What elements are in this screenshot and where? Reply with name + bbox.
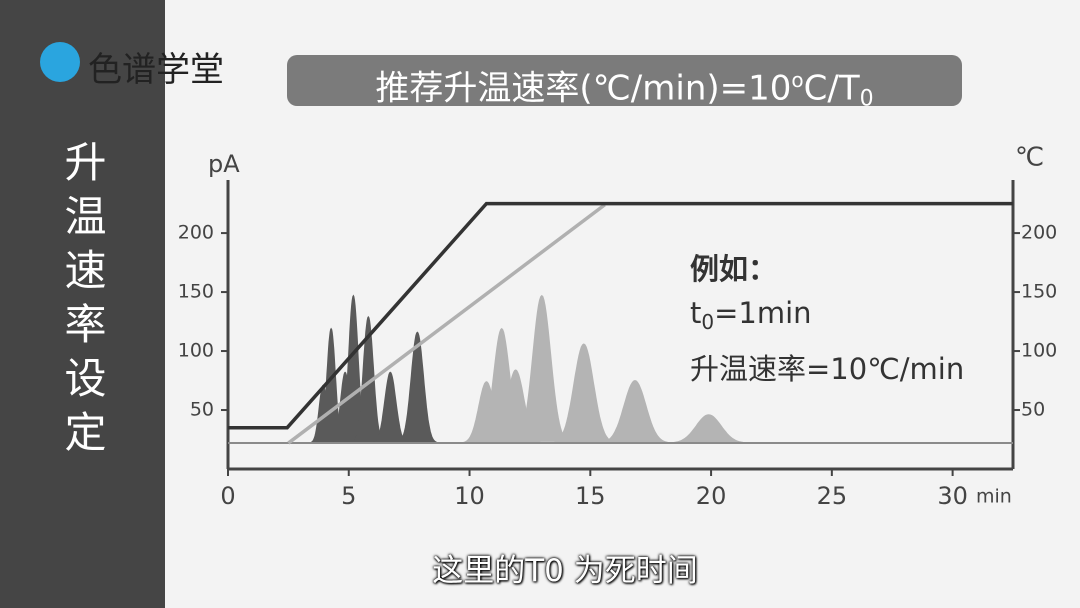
y2-tick-label: 50 — [1021, 399, 1045, 421]
x-tick-label: 25 — [817, 482, 848, 510]
annotation-rate: 升温速率=10℃/min — [690, 352, 965, 386]
series-line — [287, 203, 606, 445]
x-tick-label: 10 — [454, 482, 485, 510]
series-line — [228, 201, 1013, 430]
x-tick-label: 0 — [220, 482, 235, 510]
y2-axis-label: ℃ — [1015, 143, 1044, 173]
x-tick-label: 15 — [575, 482, 606, 510]
peak — [554, 343, 614, 443]
peak — [671, 414, 747, 444]
title: 推荐升温速率(℃/min)=10 — [375, 68, 792, 109]
title-sub: 0 — [859, 86, 874, 112]
y-tick-label: 150 — [178, 281, 214, 303]
peak — [397, 331, 438, 443]
logo: 色谱学堂 — [88, 50, 224, 90]
y2-tick-label: 150 — [1021, 281, 1057, 303]
y-tick-label: 200 — [178, 222, 214, 244]
x-tick-label: 5 — [341, 482, 356, 510]
title-sup: o — [791, 68, 804, 92]
y-axis-label: pA — [208, 150, 240, 178]
peak — [371, 371, 409, 443]
annotation-sub: 0 — [701, 310, 715, 334]
peak — [513, 294, 571, 442]
y2-tick-label: 100 — [1021, 340, 1057, 362]
y-tick-label: 100 — [178, 340, 214, 362]
title-box: 推荐升温速率(℃/min)=10oC/T0 — [287, 55, 962, 111]
logo-icon — [40, 42, 80, 82]
sidebar — [0, 0, 165, 608]
annotation-heading: 例如： — [690, 252, 778, 286]
annotation-t0: t0=1min — [690, 296, 812, 334]
x-tick-label: 20 — [696, 482, 727, 510]
x-tick-label: 30 — [937, 482, 968, 510]
sidebar-title: 升温速率设定 — [58, 140, 107, 464]
annotation: t — [690, 296, 702, 330]
annotation: =1min — [714, 296, 812, 330]
x-axis-label: min — [976, 486, 1012, 508]
y2-tick-label: 200 — [1021, 222, 1057, 244]
peak — [352, 315, 385, 443]
peak — [602, 379, 668, 443]
caption: 这里的T0 为死时间 — [432, 553, 698, 589]
title: C/T — [803, 68, 860, 109]
y-tick-label: 50 — [190, 399, 214, 421]
